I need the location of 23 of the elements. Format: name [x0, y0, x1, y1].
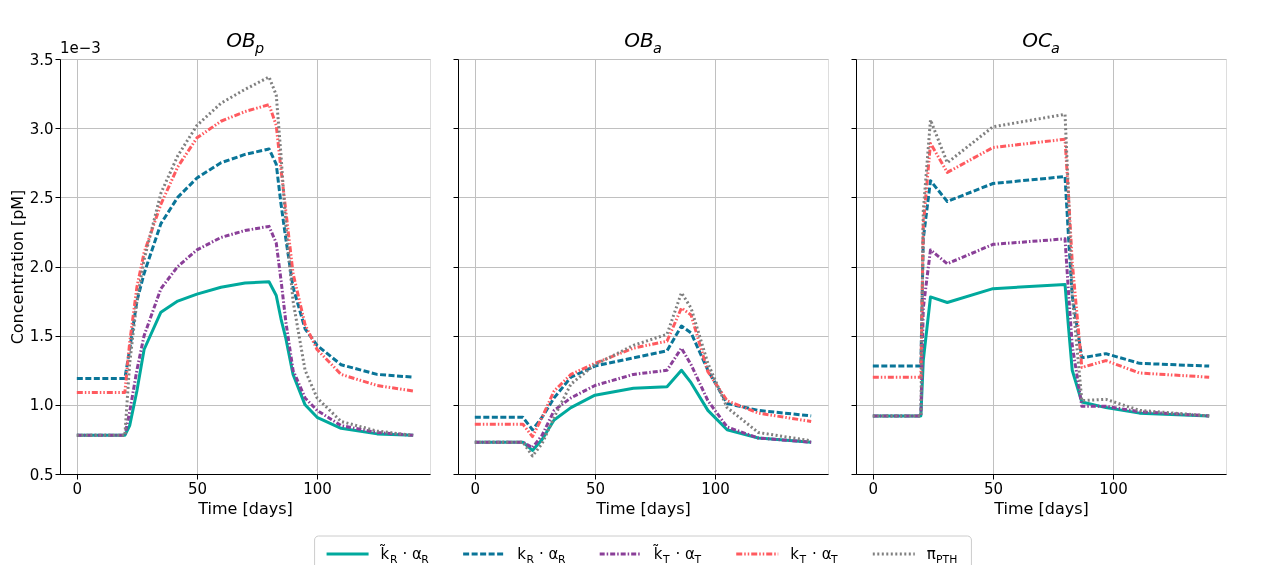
x-axis-title: Time [days]	[595, 498, 691, 518]
y-tick-label: 3.5	[29, 50, 54, 69]
x-tick-label: 100	[701, 479, 730, 498]
x-tick-label: 50	[585, 479, 605, 498]
x-tick-label: 0	[470, 479, 481, 498]
y-tick-label: 0.5	[29, 465, 54, 484]
line-series	[75, 103, 415, 394]
x-tick-label: 0	[72, 479, 83, 498]
x-tick-label: 50	[187, 479, 207, 498]
y-tick-label: 2.0	[29, 258, 54, 276]
x-axis-title: Time [days]	[993, 498, 1089, 518]
x-axis-title: Time [days]	[197, 498, 293, 518]
y-tick-label: 2.5	[29, 188, 54, 207]
x-tick-label: 100	[303, 479, 332, 498]
y-tick-label: 1.5	[29, 327, 54, 346]
x-tick-label: 50	[983, 479, 1003, 498]
line-series	[75, 75, 415, 437]
y-tick-label: 3.0	[29, 119, 54, 138]
text: 1e−3	[60, 39, 101, 57]
x-tick-label: 0	[868, 479, 879, 498]
y-tick-label: 1.0	[29, 396, 54, 415]
x-tick-label: 100	[1099, 479, 1128, 498]
y-axis-title: Concentration [pM]	[7, 189, 27, 345]
